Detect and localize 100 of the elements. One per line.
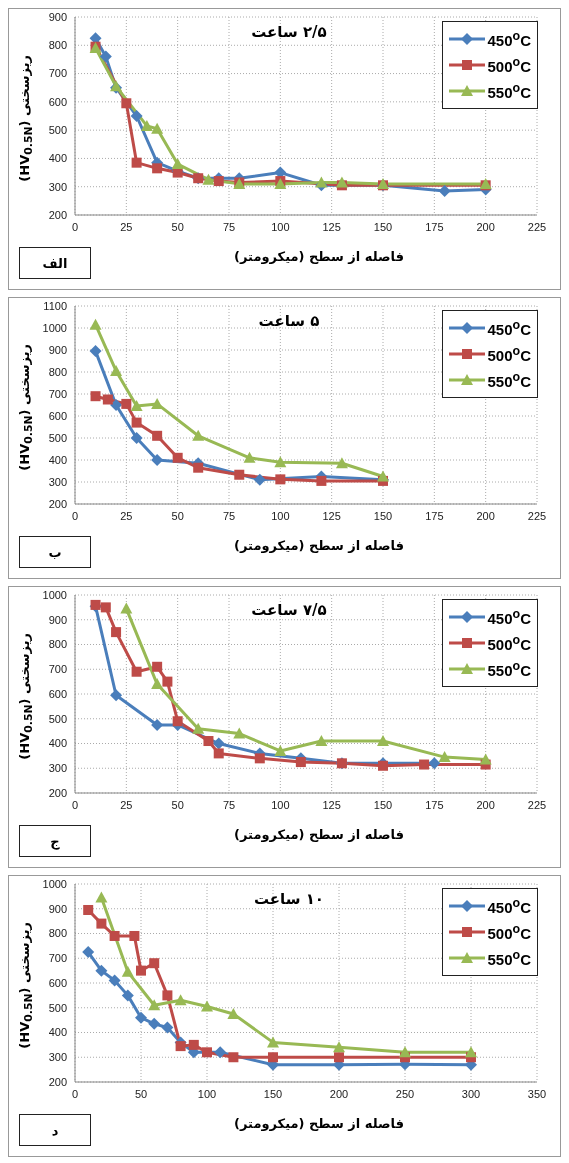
text: ب	[19, 536, 91, 568]
y-tick-label: 900	[48, 10, 67, 23]
point	[111, 627, 122, 638]
point	[131, 666, 142, 677]
point	[202, 173, 215, 185]
x-tick-label: 200	[476, 509, 495, 522]
point	[275, 474, 286, 485]
x-tick-label: 125	[322, 798, 341, 811]
legend-label: 450$^{o}$C	[487, 29, 531, 49]
x-tick-label: 75	[222, 509, 236, 522]
point	[121, 965, 134, 977]
point	[188, 1039, 199, 1050]
y-tick-label: 500	[48, 712, 67, 725]
y-tick-label: 600	[48, 976, 67, 989]
x-tick-label: 200	[476, 220, 495, 233]
point	[274, 456, 287, 468]
x-tick-label: 75	[222, 798, 236, 811]
x-tick-label: 175	[425, 798, 444, 811]
y-tick-label: 400	[48, 1026, 67, 1039]
point	[130, 432, 143, 444]
point	[212, 737, 225, 750]
x-tick-label: 200	[329, 1087, 349, 1100]
point	[243, 451, 256, 463]
y-tick-label: 900	[48, 902, 67, 915]
y-tick-label: 500	[48, 431, 67, 444]
legend-label: 550$^{o}$C	[487, 370, 531, 390]
point	[233, 727, 246, 739]
point	[89, 318, 102, 330]
point	[82, 946, 95, 959]
legend-label: 500$^{o}$C	[487, 55, 531, 75]
point	[90, 391, 101, 402]
x-tick-label: 100	[197, 1087, 217, 1100]
point	[89, 345, 102, 358]
point	[202, 1047, 212, 1058]
point	[136, 965, 146, 976]
y-tick-label: 400	[48, 152, 67, 165]
point	[274, 744, 287, 756]
text: ج	[19, 825, 91, 857]
y-tick-label: 800	[48, 365, 67, 378]
x-tick-label: 50	[134, 1087, 148, 1100]
x-tick-label: 0	[71, 220, 79, 233]
x-axis-title: فاصله از سطح (میکرومتر)	[233, 538, 405, 553]
y-tick-label: 1000	[42, 877, 67, 890]
y-tick-label: 1100	[43, 299, 67, 312]
y-tick-label: 1000	[42, 321, 67, 334]
y-tick-label: 300	[48, 180, 67, 193]
x-tick-label: 150	[373, 220, 393, 233]
y-tick-label: 600	[48, 409, 67, 422]
x-tick-label: 150	[373, 509, 393, 522]
point	[129, 930, 140, 941]
y-tick-label: 400	[48, 737, 67, 750]
legend-label: 500$^{o}$C	[487, 633, 531, 653]
point	[438, 184, 451, 197]
point	[96, 918, 107, 929]
chart-title: ۲/۵ ساعت	[250, 23, 328, 41]
point	[253, 473, 266, 486]
point	[121, 398, 132, 409]
x-tick-label: 0	[71, 1087, 79, 1100]
y-tick-label: 400	[48, 453, 67, 466]
point	[419, 759, 430, 770]
legend-label: 550$^{o}$C	[487, 659, 531, 679]
point	[135, 1011, 147, 1024]
y-tick-label: 900	[48, 343, 67, 356]
x-tick-label: 250	[395, 1087, 415, 1100]
point	[377, 470, 389, 482]
x-tick-label: 125	[322, 220, 341, 233]
x-axis-title: فاصله از سطح (میکرومتر)	[233, 827, 405, 842]
point	[479, 753, 492, 765]
point	[130, 110, 143, 122]
legend-label: 550$^{o}$C	[487, 81, 531, 101]
point	[131, 417, 142, 428]
legend-label: 500$^{o}$C	[487, 344, 531, 364]
y-tick-label: 300	[48, 1051, 67, 1064]
point	[174, 994, 187, 1006]
point	[100, 602, 111, 613]
point	[95, 964, 108, 977]
y-tick-label: 300	[48, 762, 67, 775]
x-tick-label: 150	[373, 798, 393, 811]
point	[203, 736, 214, 747]
y-tick-label: 1000	[42, 588, 67, 601]
point	[268, 1052, 278, 1063]
y-tick-label: 700	[48, 952, 67, 965]
point	[110, 689, 123, 702]
point	[399, 1046, 411, 1058]
legend-label: 500$^{o}$C	[487, 922, 531, 942]
point	[148, 1017, 161, 1030]
point	[151, 122, 164, 134]
point	[172, 452, 183, 463]
text: د	[19, 1114, 91, 1146]
point	[152, 661, 163, 672]
point	[151, 678, 164, 690]
x-tick-label: 50	[171, 220, 184, 233]
point	[214, 1046, 227, 1059]
x-tick-label: 175	[425, 509, 444, 522]
point	[316, 475, 327, 486]
x-tick-label: 225	[527, 509, 547, 522]
legend-label: 550$^{o}$C	[487, 948, 531, 968]
x-tick-label: 175	[425, 220, 444, 233]
x-tick-label: 100	[271, 220, 290, 233]
chart-title: ۵ ساعت	[257, 312, 321, 330]
